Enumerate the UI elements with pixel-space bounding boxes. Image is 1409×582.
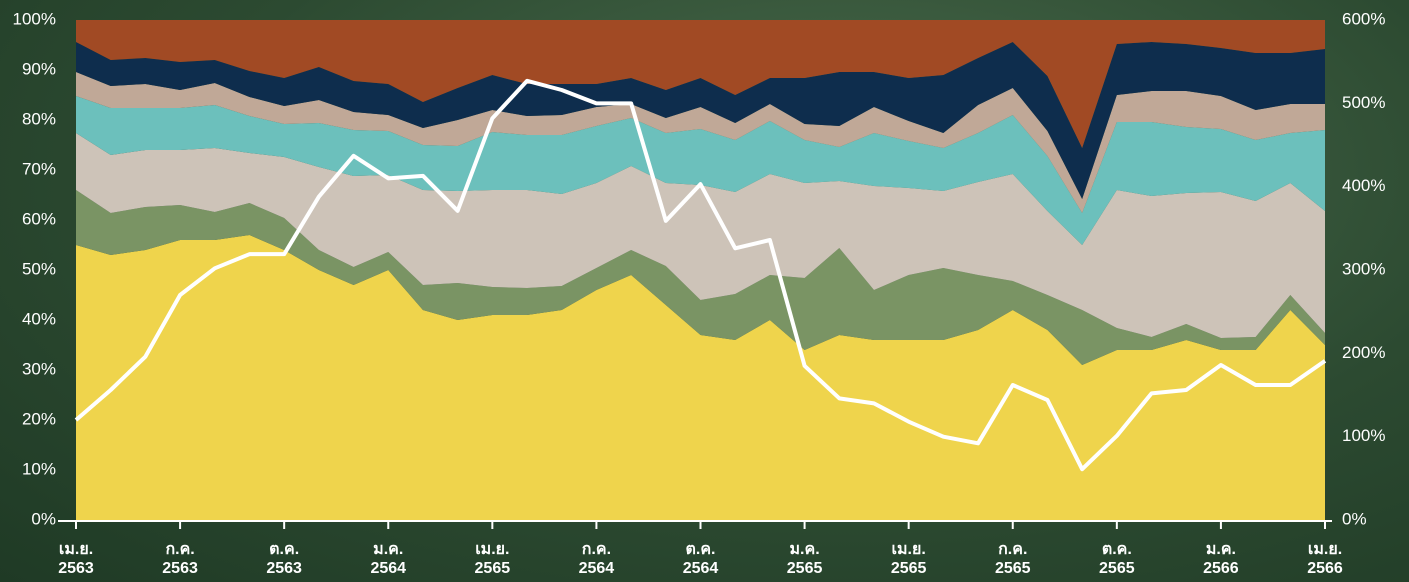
y-tick-label: 60% [22,209,56,228]
y-tick-label: 90% [22,59,56,78]
x-tick-label: ม.ค. 2564 [363,540,413,578]
x-tick-label: ก.ค. 2564 [571,540,621,578]
chart: 0% 10% 20% 30% 40% 50% 60% 70% 80% 90% 100% 0% 100% 2… [0,0,1409,582]
x-tick-label: ม.ค. 2566 [1196,540,1246,578]
y2-tick-label: 500% [1342,93,1385,112]
y-tick-label: 80% [22,109,56,128]
y-tick-label: 70% [22,159,56,178]
y2-tick-label: 0% [1342,509,1367,528]
x-tick-label: เม.ย. 2565 [884,540,934,578]
x-tick-label: ต.ค. 2564 [676,540,726,578]
x-tick-label: เม.ย. 2563 [51,540,101,578]
x-tick-label: เม.ย. 2566 [1300,540,1350,578]
x-tick-label: ต.ค. 2563 [259,540,309,578]
y-tick-label: 10% [22,459,56,478]
y-tick-label: 20% [22,409,56,428]
y-tick-label: 50% [22,259,56,278]
y2-tick-label: 100% [1342,426,1385,445]
y2-tick-label: 300% [1342,259,1385,278]
page: 0% 10% 20% 30% 40% 50% 60% 70% 80% 90% 100% 0% 100% 2… [0,0,1409,582]
y2-tick-label: 400% [1342,176,1385,195]
x-tick-label: ม.ค. 2565 [780,540,830,578]
y-tick-label: 40% [22,309,56,328]
y2-tick-label: 200% [1342,343,1385,362]
y-tick-label: 0% [31,509,56,528]
y2-tick-label: 600% [1342,9,1385,28]
x-tick-label: ก.ค. 2565 [988,540,1038,578]
x-tick-label: ต.ค. 2565 [1092,540,1142,578]
y-tick-label: 30% [22,359,56,378]
y-tick-label: 100% [13,9,56,28]
x-tick-label: เม.ย. 2565 [467,540,517,578]
x-tick-label: ก.ค. 2563 [155,540,205,578]
